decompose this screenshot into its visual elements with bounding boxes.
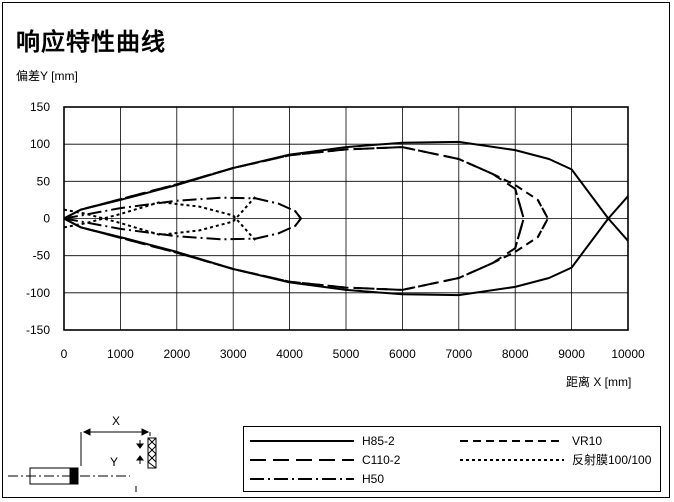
y-tick-label: -100: [26, 286, 50, 300]
x-arrow-right: [141, 428, 150, 436]
reflector-hatch: [147, 461, 157, 469]
tick-labels: 0 1000 2000 3000 4000 5000 6000 7000 8000 9000 100…: [26, 100, 645, 361]
y-tick-label: 0: [43, 212, 50, 226]
series-line-C110-2: [63, 188, 525, 291]
x-tick-label: 0: [61, 347, 68, 361]
y-arrow-down: [136, 443, 144, 449]
plot-border: [63, 106, 629, 331]
chart-title: 响应特性曲线: [16, 29, 166, 56]
legend-label: VR10: [572, 434, 602, 448]
series-line-VR10: [63, 199, 549, 291]
y-arrow-up: [136, 455, 144, 461]
y-tick-label: 100: [30, 137, 50, 151]
x-axis-label: 距离 X [mm]: [566, 375, 632, 389]
series-line-H50: [63, 196, 302, 227]
x-tick-label: 7000: [445, 347, 472, 361]
chart-frame: [2, 2, 670, 498]
x-tick-label: 9000: [558, 347, 585, 361]
reflector-hatch: [147, 453, 157, 463]
x-tick-label: 10000: [611, 347, 645, 361]
x-tick-label: 4000: [276, 347, 303, 361]
x-tick-label: 8000: [502, 347, 529, 361]
x-arrow-left: [82, 428, 91, 436]
y-tick-label: 50: [37, 174, 51, 188]
grid: [63, 106, 629, 331]
x-tick-label: 2000: [163, 347, 190, 361]
series-line-VR10: [63, 146, 549, 238]
reflector-hatch: [147, 437, 157, 447]
legend-label: H85-2: [362, 434, 395, 448]
series-line-C110-2: [63, 146, 525, 249]
legend-svg: H85-2 VR10 C110-2 反射膜100/100 H50: [250, 434, 652, 486]
y-axis-label: 偏差Y [mm]: [16, 69, 78, 83]
y-tick-label: 150: [30, 100, 50, 114]
x-tick-label: 6000: [389, 347, 416, 361]
x-tick-label: 1000: [107, 347, 134, 361]
y-tick-label: -50: [33, 249, 51, 263]
legend-label: H50: [362, 472, 384, 486]
curves: [63, 140, 629, 297]
diagram-x-label: X: [112, 414, 120, 428]
y-tick-label: -150: [26, 323, 50, 337]
x-tick-label: 3000: [220, 347, 247, 361]
sensor-diagram: [8, 428, 157, 492]
x-tick-label: 5000: [333, 347, 360, 361]
reflector-hatch: [147, 445, 157, 455]
legend-label: 反射膜100/100: [572, 452, 652, 467]
reflector: [147, 437, 157, 469]
diagram-y-label: Y: [110, 455, 118, 469]
legend-label: C110-2: [362, 453, 401, 467]
legend: H85-2 VR10 C110-2 反射膜100/100 H50: [243, 426, 661, 492]
series-line-H50: [63, 210, 302, 241]
